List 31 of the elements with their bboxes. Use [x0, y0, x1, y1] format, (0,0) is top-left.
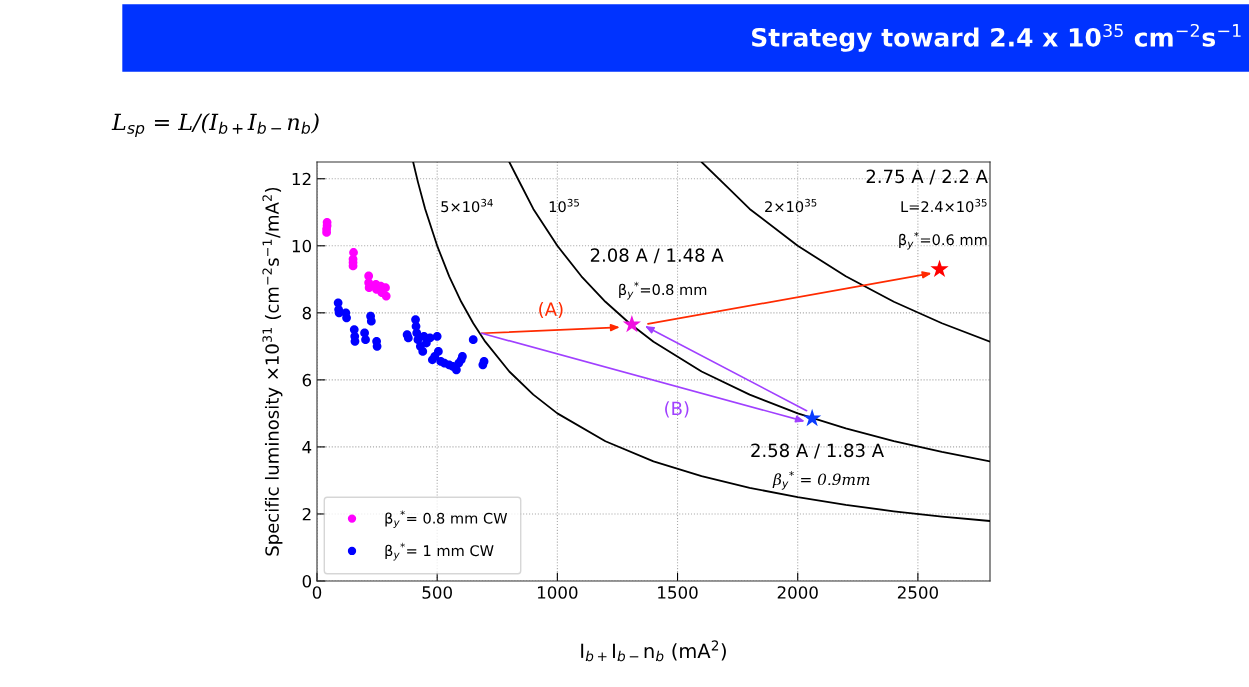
annotation: (A)	[539, 302, 563, 319]
text: I$_{b+}$I$_{b−}$n$_{b}$ (mA$^{2}$)	[581, 640, 726, 662]
annotation: β$_{y}$$^{*}$ = 0.9mm	[772, 471, 870, 490]
text: L$_{sp}$ = L/(I$_{b+}$I$_{b−}$n$_{b}$)	[111, 113, 319, 137]
annotation: 2.75 A / 2.2 A	[866, 169, 988, 185]
annotation: β$_{y}$$^{*}$=0.8 mm	[619, 281, 707, 300]
y-tick-label: 10	[292, 239, 312, 253]
y-tick-label: 2	[302, 507, 311, 521]
annotation: 2.58 A / 1.83 A	[751, 443, 884, 459]
y-tick-label: 8	[302, 306, 311, 320]
series-label: 5×10$^{34}$	[441, 198, 493, 213]
series-label: 2×10$^{35}$	[765, 198, 817, 213]
x-tick-label: 1000	[537, 586, 578, 599]
legend-label: β$_{y}$$^{*}$= 1 mm CW	[385, 542, 494, 561]
x-tick-label: 500	[422, 586, 452, 599]
y-tick-label: 12	[292, 172, 311, 186]
series-label: 10$^{35}$	[549, 198, 579, 213]
y-tick-label: 4	[302, 441, 312, 454]
x-tick-label: 2000	[777, 586, 818, 599]
x-tick-label: 1500	[658, 586, 698, 599]
chart-title: Strategy toward 2.4 x 10$^{35}$ cm$^{−2}$s$^{−1}$	[752, 23, 1241, 52]
x-tick-label: 2500	[897, 586, 938, 599]
x-tick-label: 0	[312, 586, 322, 599]
text: Specific luminosity ×10$^{31}$ (cm$^{−2}$s$^{−1}$/mA$^{2}$)	[262, 187, 283, 556]
y-tick-label: 6	[302, 373, 312, 387]
annotation: 2.08 A / 1.48 A	[590, 248, 724, 264]
annotation: β$_{y}$$^{*}$=0.6 mm	[899, 231, 987, 250]
annotation: L=2.4×10$^{35}$	[901, 198, 987, 213]
annotation: (B)	[665, 401, 689, 418]
legend-label: β$_{y}$$^{*}$= 0.8 mm CW	[385, 510, 508, 529]
y-tick-label: 0	[302, 574, 312, 588]
